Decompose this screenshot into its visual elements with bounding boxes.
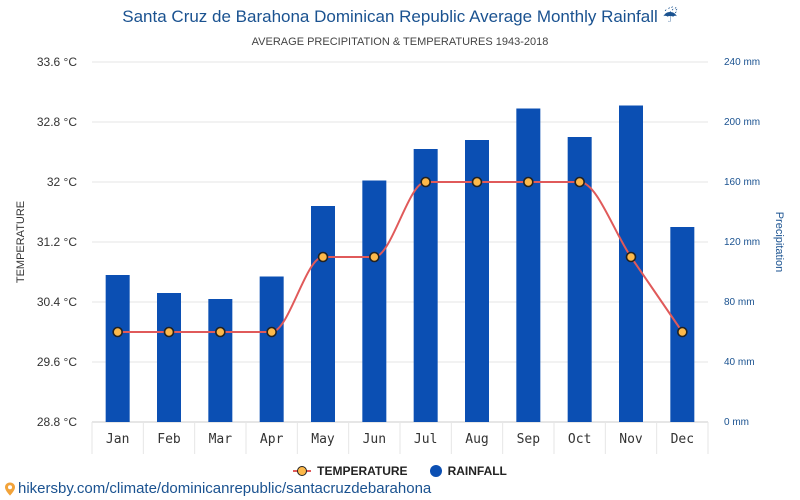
legend-item-temperature[interactable]: TEMPERATURE xyxy=(293,464,408,478)
chart-title: Santa Cruz de Barahona Dominican Republi… xyxy=(122,7,678,26)
rainfall-bar-jan[interactable] xyxy=(105,275,130,422)
y-left-axis-title: TEMPERATURE xyxy=(15,201,27,283)
temperature-point-feb[interactable] xyxy=(163,326,175,338)
rainfall-temperature-chart: 28.8 °C 0 mm 29.6 °C 40 mm 30.4 °C 80 mm 31.2 … xyxy=(15,55,785,454)
temperature-line xyxy=(117,181,684,333)
rainfall-bar-jul[interactable] xyxy=(413,149,438,422)
legend-label-temperature: TEMPERATURE xyxy=(317,464,408,478)
x-tick-label-sep: Sep xyxy=(517,432,541,447)
x-tick-label-feb: Feb xyxy=(157,432,181,447)
y-right-tick-label: 200 mm xyxy=(724,117,760,128)
x-tick-label-mar: Mar xyxy=(209,432,233,447)
y-right-tick-label: 0 mm xyxy=(724,417,749,428)
x-tick-label-apr: Apr xyxy=(260,432,284,447)
rainfall-bar-sep[interactable] xyxy=(516,108,541,423)
rainfall-bar-nov[interactable] xyxy=(619,105,643,423)
y-left-tick-label: 28.8 °C xyxy=(37,415,77,429)
y-left-tick-label: 32 °C xyxy=(47,175,77,189)
source-link[interactable]: hikersby.com/climate/dominicanrepublic/s… xyxy=(4,480,431,497)
rainfall-bar-apr[interactable] xyxy=(259,276,284,423)
rainfall-bar-may[interactable] xyxy=(311,206,335,422)
x-tick-label-jan: Jan xyxy=(106,432,129,447)
temperature-point-jun[interactable] xyxy=(369,251,380,263)
y-right-tick-label: 240 mm xyxy=(724,57,760,68)
x-tick-label-dec: Dec xyxy=(671,432,694,447)
temperature-point-sep[interactable] xyxy=(523,176,534,188)
y-left-tick-label: 29.6 °C xyxy=(37,355,77,369)
y-right-axis-title: Precipitation xyxy=(773,212,785,273)
x-tick-label-aug: Aug xyxy=(465,432,488,447)
x-tick-label-oct: Oct xyxy=(568,432,591,447)
x-tick-label-nov: Nov xyxy=(619,432,643,447)
y-right-tick-label: 80 mm xyxy=(724,297,755,308)
rainfall-legend-icon xyxy=(429,465,442,477)
chart-subtitle: AVERAGE PRECIPITATION & TEMPERATURES 194… xyxy=(251,36,549,48)
x-tick-label-jul: Jul xyxy=(414,432,437,447)
y-left-tick-label: 30.4 °C xyxy=(37,295,77,309)
x-tick-label-jun: Jun xyxy=(363,432,386,447)
chart-legend: TEMPERATURE RAINFALL xyxy=(0,464,800,478)
source-link-text: hikersby.com/climate/dominicanrepublic/s… xyxy=(18,480,432,497)
location-pin-icon xyxy=(5,482,15,495)
y-right-tick-label: 120 mm xyxy=(724,237,760,248)
temperature-point-aug[interactable] xyxy=(471,176,483,188)
rainfall-bar-mar[interactable] xyxy=(208,299,233,422)
x-tick-label-may: May xyxy=(311,432,335,447)
temperature-point-apr[interactable] xyxy=(266,326,277,338)
temperature-point-jan[interactable] xyxy=(112,326,123,338)
temperature-point-jul[interactable] xyxy=(420,176,431,188)
temperature-point-nov[interactable] xyxy=(625,251,637,263)
y-left-tick-label: 32.8 °C xyxy=(37,115,77,129)
rainfall-bar-feb[interactable] xyxy=(157,293,181,422)
rainfall-bar-dec[interactable] xyxy=(670,227,695,422)
legend-item-rainfall[interactable]: RAINFALL xyxy=(429,464,507,478)
legend-label-rainfall: RAINFALL xyxy=(447,464,507,478)
temperature-legend-icon xyxy=(293,465,312,477)
y-left-tick-label: 33.6 °C xyxy=(37,55,77,69)
temperature-point-mar[interactable] xyxy=(215,326,226,338)
temperature-point-dec[interactable] xyxy=(677,326,688,338)
y-left-tick-label: 31.2 °C xyxy=(37,235,77,249)
y-right-tick-label: 160 mm xyxy=(724,177,760,188)
rainfall-bar-jun[interactable] xyxy=(362,180,387,423)
y-right-tick-label: 40 mm xyxy=(724,357,755,368)
temperature-point-may[interactable] xyxy=(317,251,329,263)
temperature-point-oct[interactable] xyxy=(574,176,585,188)
